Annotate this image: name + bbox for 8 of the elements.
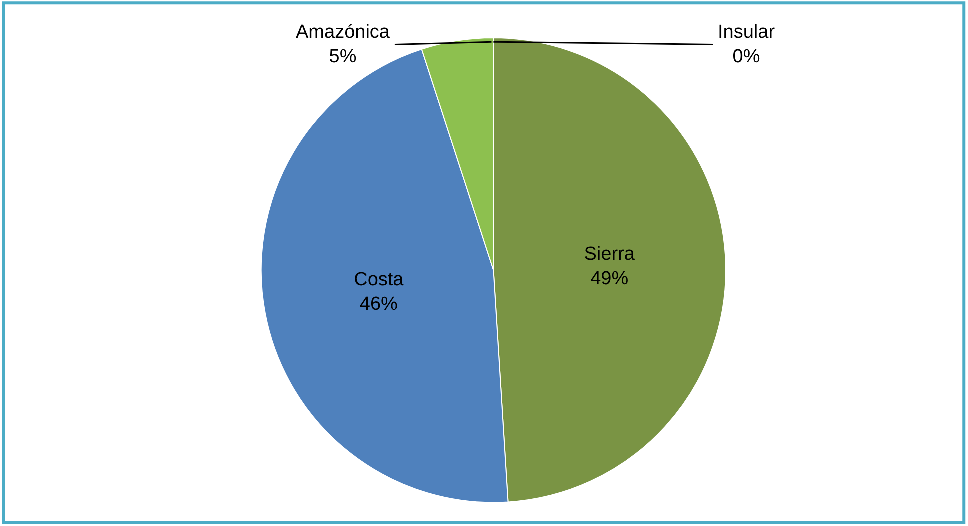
slice-label: Sierra — [584, 244, 636, 265]
data-label: 5% — [329, 46, 357, 68]
slice-label: Amazónica — [296, 22, 390, 43]
text: 0% — [732, 46, 760, 68]
data-label: 49% — [590, 268, 629, 290]
category-label: Insular — [718, 22, 776, 43]
data-label: 46% — [360, 294, 398, 316]
slice-label: Costa — [354, 269, 404, 290]
